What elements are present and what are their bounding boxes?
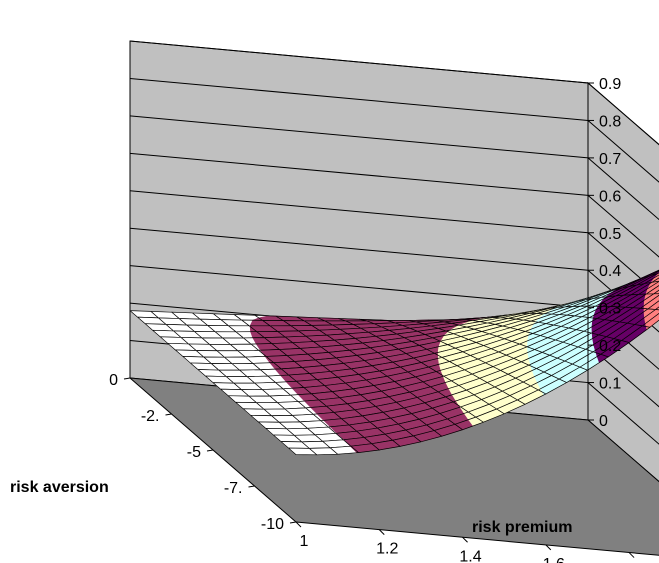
z-tick-label: 0.4 (599, 263, 621, 280)
surface-band-patch (654, 272, 659, 278)
y-tick-label: -10 (261, 516, 284, 533)
x-tick (462, 536, 468, 543)
y-tick (206, 449, 214, 452)
x-tick-label: 1.6 (543, 556, 565, 563)
z-tick-label: 0.1 (599, 376, 621, 393)
z-tick-label: 0.6 (599, 188, 621, 205)
y-tick-label: -5 (187, 444, 201, 461)
x-tick-label: 1 (300, 533, 309, 550)
x-axis-line (295, 521, 659, 556)
z-tick-label: 0.3 (599, 301, 621, 318)
x-tick (628, 552, 635, 558)
y-tick (289, 521, 297, 524)
z-tick-label: 0.8 (599, 113, 621, 130)
y-tick-label: 0 (109, 372, 118, 389)
z-tick-label: 0 (599, 413, 608, 430)
y-tick-label: -7. (224, 480, 243, 497)
y-tick (165, 413, 172, 416)
x-tick-label: 1.4 (459, 548, 481, 563)
x-tick-label: 1.2 (376, 541, 398, 558)
y-tick (123, 377, 131, 380)
y-axis-title: risk aversion (10, 479, 109, 496)
x-tick (378, 529, 385, 535)
tick-labels: 0 0.1 0.2 0.3 0.4 0.5 0.6 0.7 0.8 0.9 0 -2. -5 -7. -10… (109, 76, 621, 563)
z-tick-label: 0.5 (599, 226, 621, 243)
z-tick-label: 0.7 (599, 151, 621, 168)
y-tick-label: -2. (141, 408, 160, 425)
surface-mesh (129, 269, 659, 456)
y-tick (248, 485, 255, 488)
x-tick (545, 544, 552, 551)
z-tick-label: 0.2 (599, 338, 621, 355)
x-axis-title: risk premium (472, 519, 572, 536)
x-tick (295, 521, 302, 528)
surface-cell (287, 447, 318, 456)
z-tick-label: 0.9 (599, 76, 621, 93)
axes (123, 82, 659, 558)
